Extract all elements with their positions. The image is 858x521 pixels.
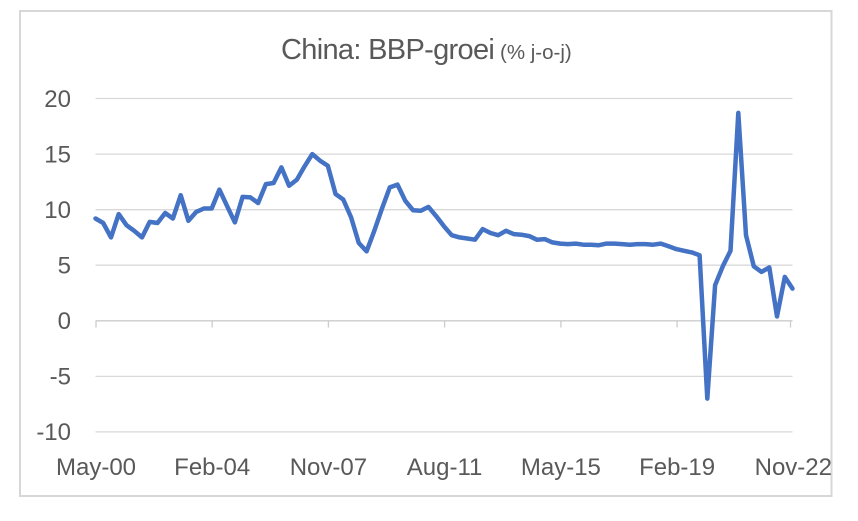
svg-text:5: 5 — [58, 253, 71, 280]
svg-text:China: BBP-groei: China: BBP-groei — [281, 34, 494, 66]
svg-text:Nov-07: Nov-07 — [290, 454, 367, 481]
svg-text:20: 20 — [44, 86, 71, 113]
svg-text:Feb-04: Feb-04 — [174, 454, 250, 481]
svg-text:Feb-19: Feb-19 — [639, 454, 715, 481]
svg-text:10: 10 — [44, 197, 71, 224]
svg-text:Aug-11: Aug-11 — [407, 454, 483, 481]
svg-text:0: 0 — [58, 308, 71, 335]
svg-text:(% j-o-j): (% j-o-j) — [500, 41, 572, 64]
svg-text:-5: -5 — [50, 364, 71, 391]
svg-text:-10: -10 — [36, 419, 71, 446]
svg-text:Nov-22: Nov-22 — [755, 454, 832, 481]
svg-text:May-00: May-00 — [56, 454, 136, 481]
svg-text:May-15: May-15 — [521, 454, 601, 481]
svg-text:15: 15 — [44, 141, 71, 168]
